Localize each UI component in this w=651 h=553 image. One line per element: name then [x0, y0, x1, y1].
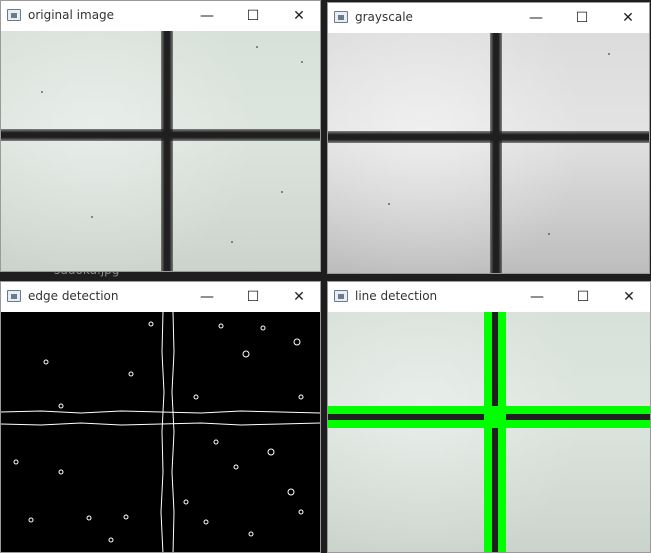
grid-line-horizontal	[1, 129, 320, 141]
maximize-button[interactable]: ☐	[246, 8, 260, 24]
close-button[interactable]: ✕	[293, 289, 305, 305]
speck	[91, 216, 93, 218]
minimize-button[interactable]: —	[200, 289, 214, 305]
window-title: line detection	[355, 289, 438, 303]
microscope-photo	[1, 31, 320, 271]
titlebar[interactable]: edge detection — ☐ ✕	[1, 282, 320, 312]
window-original-image[interactable]: original image — ☐ ✕	[0, 0, 321, 272]
grid-line-vertical	[490, 33, 502, 273]
window-edge-detection[interactable]: edge detection — ☐ ✕	[0, 281, 321, 553]
maximize-button[interactable]: ☐	[575, 10, 589, 26]
intersection	[484, 406, 506, 428]
window-app-icon	[334, 11, 348, 23]
titlebar[interactable]: original image — ☐ ✕	[1, 1, 320, 31]
speck	[281, 191, 283, 193]
minimize-button[interactable]: —	[530, 289, 544, 305]
minimize-button[interactable]: —	[200, 8, 214, 24]
speck	[256, 46, 258, 48]
speck	[301, 61, 303, 63]
grayscale-photo	[328, 33, 649, 273]
window-app-icon	[334, 290, 348, 302]
close-button[interactable]: ✕	[293, 8, 305, 24]
image-canvas[interactable]	[328, 312, 650, 552]
close-button[interactable]: ✕	[622, 10, 634, 26]
window-title: grayscale	[355, 10, 413, 24]
close-button[interactable]: ✕	[623, 289, 635, 305]
detected-line-vertical-core	[492, 312, 498, 552]
speck	[231, 241, 233, 243]
edge-line-horizontal	[1, 422, 320, 426]
maximize-button[interactable]: ☐	[576, 289, 590, 305]
edge-lines	[1, 312, 320, 552]
grid-line-vertical	[161, 31, 173, 271]
titlebar[interactable]: grayscale — ☐ ✕	[328, 3, 649, 33]
window-line-detection[interactable]: line detection — ☐ ✕	[327, 281, 651, 553]
window-title: edge detection	[28, 289, 119, 303]
minimize-button[interactable]: —	[529, 10, 543, 26]
image-canvas[interactable]	[1, 31, 320, 271]
image-canvas[interactable]	[1, 312, 320, 552]
edge-line-vertical	[171, 312, 175, 552]
window-app-icon	[7, 290, 21, 302]
edge-map	[1, 312, 320, 552]
edge-line-vertical	[160, 312, 165, 552]
speck	[548, 233, 550, 235]
window-title: original image	[28, 8, 115, 22]
grid-line-horizontal	[328, 131, 649, 143]
window-grayscale[interactable]: grayscale — ☐ ✕	[327, 2, 650, 274]
speck	[608, 53, 610, 55]
maximize-button[interactable]: ☐	[246, 289, 260, 305]
image-canvas[interactable]	[328, 33, 649, 273]
window-app-icon	[7, 9, 21, 21]
speck	[388, 203, 390, 205]
titlebar[interactable]: line detection — ☐ ✕	[328, 282, 650, 312]
speck	[41, 91, 43, 93]
edge-line-horizontal	[1, 410, 320, 414]
